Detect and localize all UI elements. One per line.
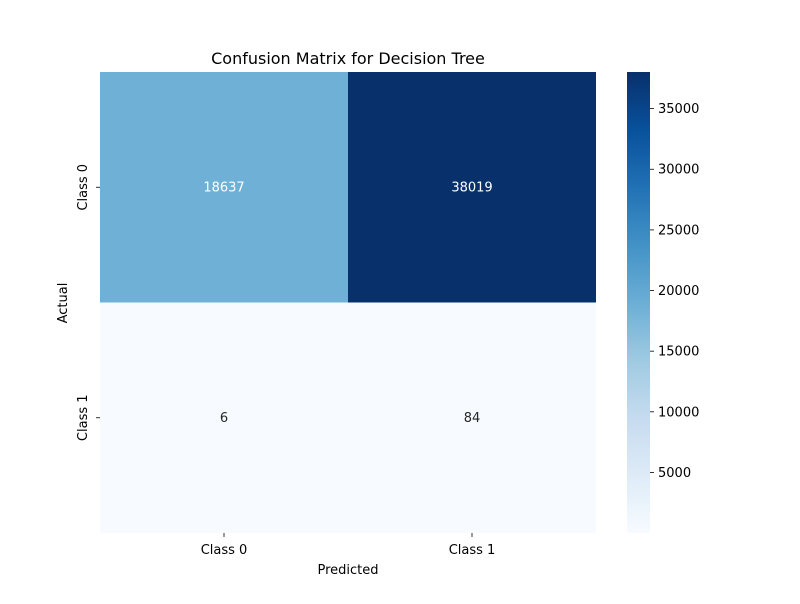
colorbar-tick-label: 10000	[658, 405, 699, 420]
cell-value-label: 18637	[203, 180, 244, 195]
heatmap-cells	[100, 72, 596, 533]
x-axis: Class 0 Class 1	[201, 533, 496, 558]
colorbar	[627, 72, 650, 533]
x-axis-label: Predicted	[317, 563, 378, 578]
y-axis: Class 0 Class 1	[76, 164, 100, 441]
heatmap-cell	[100, 72, 348, 303]
y-tick-label: Class 0	[76, 164, 91, 211]
x-tick-label: Class 0	[201, 543, 248, 558]
x-tick-label: Class 1	[449, 543, 496, 558]
cell-value-label: 84	[464, 411, 481, 426]
chart-title: Confusion Matrix for Decision Tree	[211, 49, 485, 68]
colorbar-tick-label: 35000	[658, 102, 699, 117]
colorbar-gradient	[627, 72, 650, 533]
heatmap-cell-labels: 18637 38019 6 84	[203, 180, 492, 426]
heatmap-cell	[100, 302, 348, 533]
y-tick-label: Class 1	[76, 394, 91, 441]
colorbar-tick-label: 15000	[658, 345, 699, 360]
cell-value-label: 38019	[451, 180, 492, 195]
colorbar-tick-label: 25000	[658, 223, 699, 238]
heatmap-cell	[348, 72, 596, 303]
colorbar-tick-label: 30000	[658, 163, 699, 178]
heatmap-cell	[348, 302, 596, 533]
colorbar-ticks: 5000 10000 15000 20000 25000 30000 35000	[650, 102, 699, 481]
colorbar-tick-label: 20000	[658, 284, 699, 299]
colorbar-tick-label: 5000	[658, 466, 691, 481]
cell-value-label: 6	[220, 411, 228, 426]
y-axis-label: Actual	[56, 283, 71, 324]
